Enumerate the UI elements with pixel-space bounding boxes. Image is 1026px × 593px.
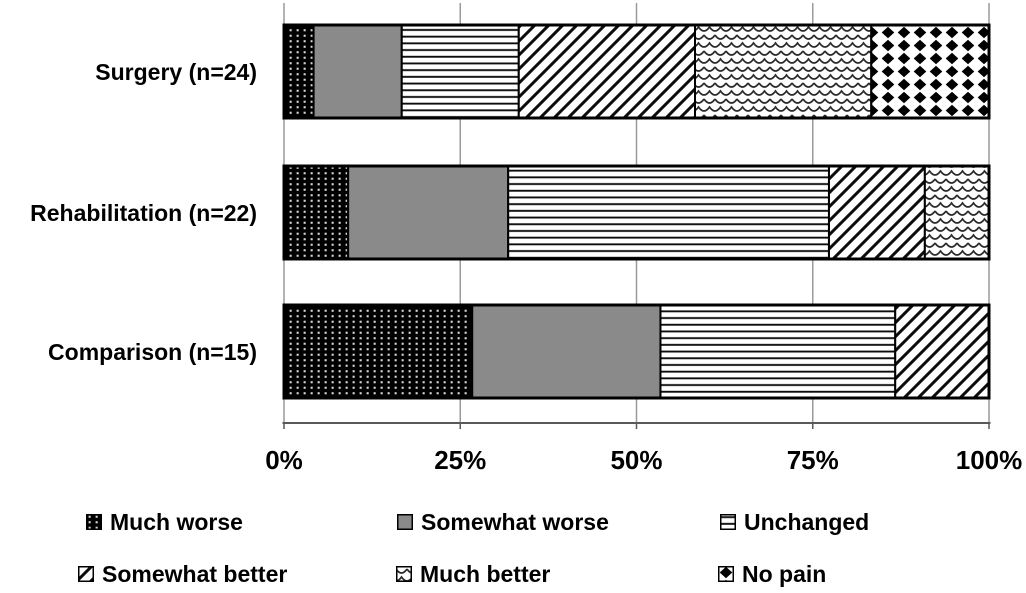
bar-segment (517, 24, 697, 119)
bar-segment (283, 304, 474, 399)
bar-outline (282, 303, 991, 400)
category-label: Rehabilitation (n=22) (30, 200, 257, 226)
bar-segment (283, 24, 315, 119)
bar-outline (282, 164, 991, 261)
bar-segment (507, 165, 830, 260)
legend-item-unchanged: Unchanged (720, 507, 869, 537)
bar-segment (471, 304, 662, 399)
legend-label: Much better (420, 560, 551, 587)
bar-segment (870, 24, 991, 119)
unchanged-swatch-icon (720, 514, 736, 530)
bar-segment (312, 24, 403, 119)
legend-item-no-pain: No pain (718, 559, 826, 589)
no-pain-swatch-icon (718, 566, 734, 582)
x-tick-label: 75% (787, 445, 839, 475)
bar-segment (827, 165, 926, 260)
bar-segment (347, 165, 510, 260)
x-tick-label: 25% (434, 445, 486, 475)
bar-segment (283, 165, 350, 260)
bar-segment (659, 304, 897, 399)
x-tick-label: 100% (956, 445, 1023, 475)
legend-label: Somewhat worse (421, 508, 609, 535)
x-tick-label: 0% (265, 445, 303, 475)
category-label: Surgery (n=24) (95, 59, 257, 85)
plot-area: Surgery (n=24) Rehabilitation (n=22) Compa… (30, 3, 1023, 475)
bar-outline (282, 23, 991, 120)
x-tick-label: 50% (610, 445, 662, 475)
legend-label: Somewhat better (102, 560, 288, 587)
somewhat-better-swatch-icon (78, 566, 94, 582)
legend-item-much-worse: Much worse (86, 507, 243, 537)
category-label: Comparison (n=15) (48, 339, 257, 365)
somewhat-worse-swatch-icon (397, 514, 413, 530)
legend-label: No pain (742, 560, 827, 587)
bar-segment (694, 24, 873, 119)
bar-segment (400, 24, 520, 119)
legend-label: Unchanged (744, 508, 870, 535)
legend-item-much-better: Much better (396, 559, 550, 589)
legend-item-somewhat-worse: Somewhat worse (397, 507, 609, 537)
much-worse-swatch-icon (86, 514, 102, 530)
legend-item-somewhat-better: Somewhat better (78, 559, 287, 589)
legend-label: Much worse (110, 508, 243, 535)
much-better-swatch-icon (396, 566, 412, 582)
bar-segment (923, 165, 990, 260)
bar-segment (894, 304, 990, 399)
